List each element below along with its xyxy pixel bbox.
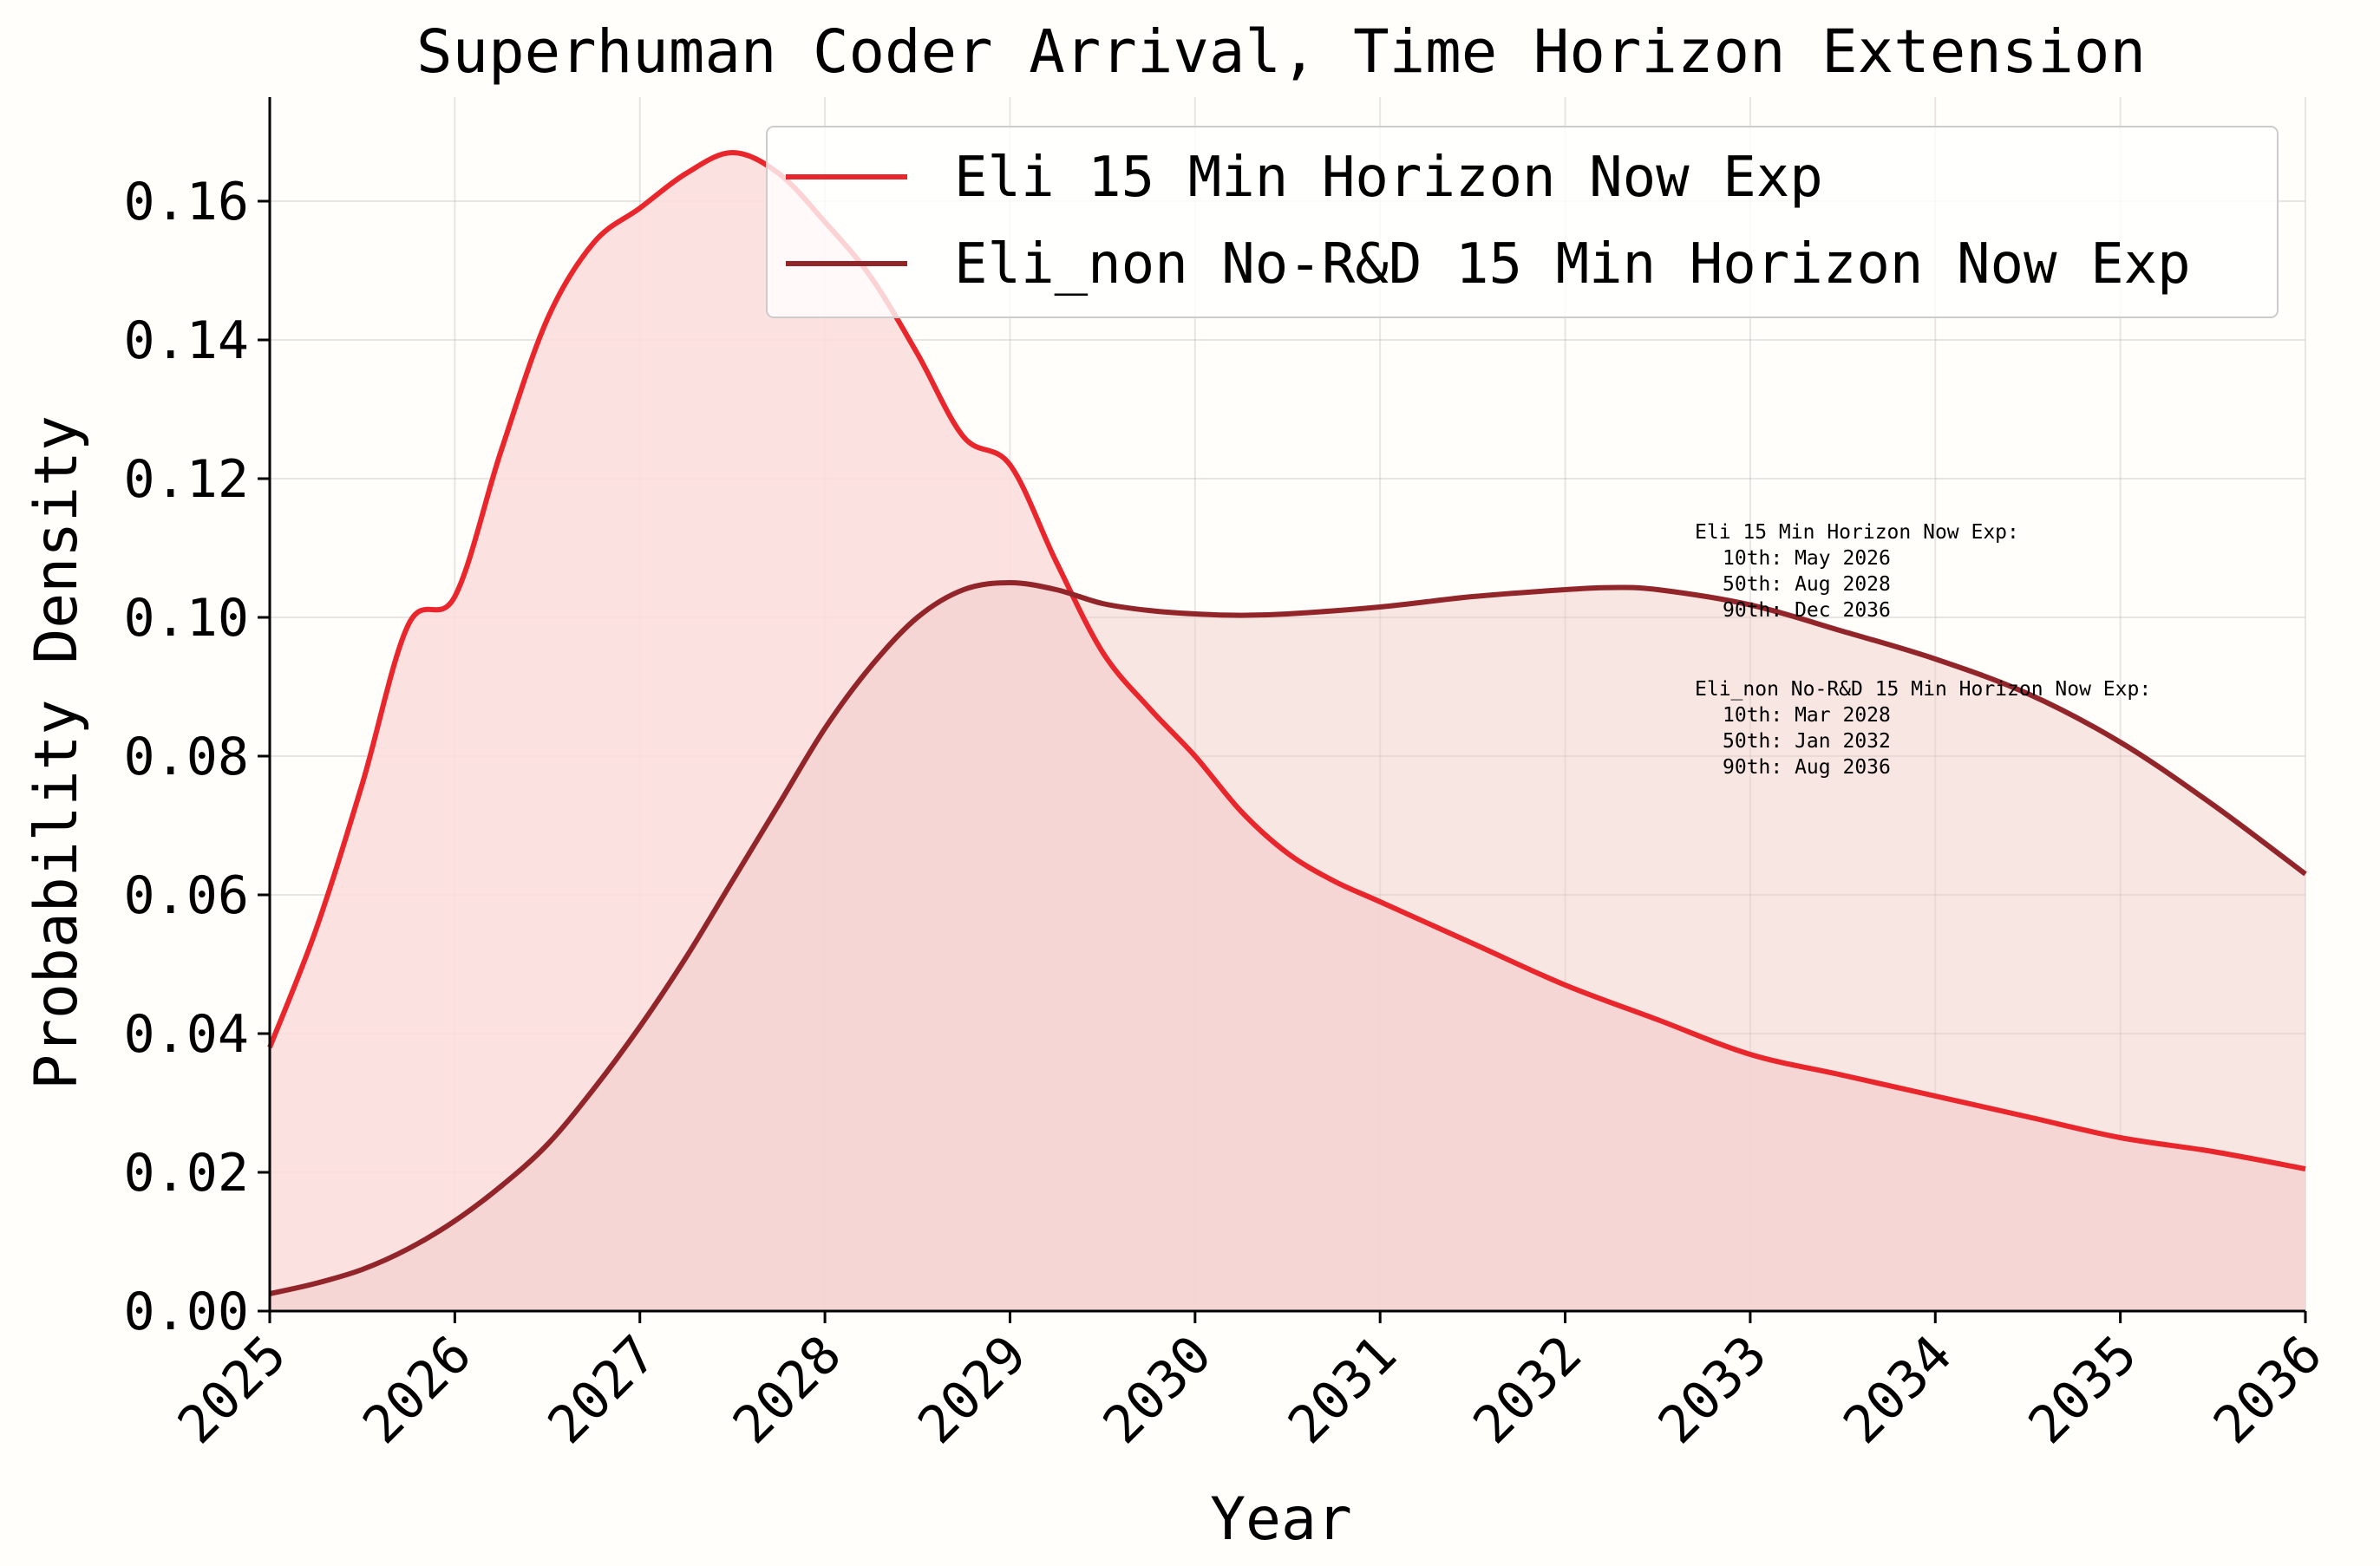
x-tick-label: 2035: [2017, 1324, 2149, 1456]
x-tick-label: 2026: [351, 1324, 483, 1456]
x-tick-label: 2025: [167, 1324, 298, 1456]
legend-label-1: Eli 15 Min Horizon Now Exp: [954, 146, 1823, 210]
annotation-header-1: Eli 15 Min Horizon Now Exp:: [1695, 521, 2019, 544]
x-tick-label: 2032: [1461, 1324, 1593, 1456]
annotation-line: 10th: Mar 2028: [1723, 704, 1891, 727]
y-tick-label: 0.04: [124, 1004, 250, 1065]
x-tick-label: 2030: [1092, 1324, 1224, 1456]
y-tick-label: 0.10: [124, 588, 250, 649]
annotation-header-2: Eli_non No-R&D 15 Min Horizon Now Exp:: [1695, 678, 2151, 701]
x-tick-label: 2033: [1647, 1324, 1779, 1456]
series-line-2: [269, 580, 2307, 1296]
x-axis-ticks: 2025 2026 2027 2028 2029 2030 2031 2032 2033 2034…: [167, 1311, 2334, 1456]
x-tick-label: 2034: [1832, 1324, 1964, 1456]
x-tick-label: 2031: [1277, 1324, 1409, 1456]
y-tick-label: 0.06: [124, 865, 250, 926]
y-tick-label: 0.08: [124, 727, 250, 787]
annotation-line: 10th: May 2026: [1723, 547, 1891, 570]
y-tick-label: 0.12: [124, 449, 250, 510]
annotation-line: 50th: Aug 2028: [1723, 573, 1891, 596]
x-tick-label: 2029: [906, 1324, 1038, 1456]
x-tick-label: 2028: [722, 1324, 853, 1456]
x-axis-label: Year: [1210, 1485, 1352, 1554]
legend-label-2: Eli_non No-R&D 15 Min Horizon Now Exp: [954, 232, 2191, 297]
annotation-line: 50th: Jan 2032: [1723, 730, 1891, 753]
legend: Eli 15 Min Horizon Now Exp Eli_non No-R&D…: [766, 126, 2279, 318]
series-area-2: [270, 583, 2305, 1311]
annotation-line: 90th: Aug 2036: [1723, 756, 1891, 779]
series-line-1: [267, 150, 2306, 1171]
y-tick-label: 0.14: [124, 310, 250, 371]
y-tick-label: 0.00: [124, 1282, 250, 1342]
x-tick-label: 2036: [2202, 1324, 2334, 1456]
y-axis-label: Probability Density: [23, 415, 91, 1090]
x-tick-label: 2027: [537, 1324, 669, 1456]
annotation-line: 90th: Dec 2036: [1723, 599, 1891, 622]
chart-title: Superhuman Coder Arrival, Time Horizon E…: [416, 17, 2146, 87]
series-area-1: [270, 153, 2305, 1311]
y-tick-label: 0.02: [124, 1143, 250, 1204]
y-tick-label: 0.16: [124, 172, 250, 232]
series-fills: [270, 153, 2305, 1311]
series-lines: [267, 150, 2307, 1296]
legend-box: [766, 126, 2279, 318]
y-axis-ticks: 0.00 0.02 0.04 0.06 0.08 0.10 0.12 0.14 0.16: [124, 172, 270, 1342]
annotations: Eli 15 Min Horizon Now Exp: 10th: May 202…: [1695, 521, 2151, 779]
